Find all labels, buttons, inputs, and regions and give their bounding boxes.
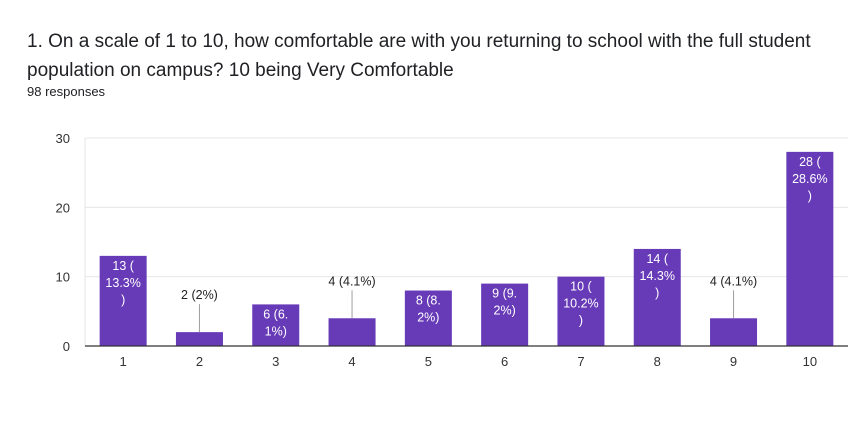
data-label: 28.6% bbox=[792, 172, 827, 186]
data-label: 13 ( bbox=[112, 259, 134, 273]
gridlines bbox=[84, 137, 848, 346]
data-label: 14 ( bbox=[646, 252, 668, 266]
data-label: ) bbox=[655, 286, 659, 300]
bar bbox=[710, 318, 758, 346]
x-tick-label: 5 bbox=[425, 354, 432, 369]
data-label: 13.3% bbox=[105, 276, 140, 290]
bar bbox=[252, 304, 300, 346]
question-title: 1. On a scale of 1 to 10, how comfortabl… bbox=[27, 31, 811, 81]
x-tick-label: 8 bbox=[654, 354, 661, 369]
data-label: ) bbox=[808, 189, 812, 203]
y-tick-label: 30 bbox=[56, 131, 70, 146]
x-tick-label: 2 bbox=[196, 354, 203, 369]
data-label: ) bbox=[121, 293, 125, 307]
x-tick-label: 7 bbox=[577, 354, 584, 369]
data-label: 6 (6. bbox=[263, 307, 288, 321]
y-tick-label: 20 bbox=[56, 200, 70, 215]
x-tick-label: 6 bbox=[501, 354, 508, 369]
bar bbox=[404, 290, 452, 346]
bar bbox=[481, 283, 529, 346]
data-label: 2%) bbox=[494, 304, 516, 318]
bars bbox=[99, 151, 834, 346]
bar bbox=[175, 332, 223, 346]
data-label: 8 (8. bbox=[416, 294, 441, 308]
bar bbox=[99, 255, 147, 346]
bar bbox=[557, 276, 605, 346]
data-label: 10 ( bbox=[570, 280, 592, 294]
data-label: 1%) bbox=[265, 324, 287, 338]
x-tick-label: 1 bbox=[120, 354, 127, 369]
data-label: 9 (9. bbox=[492, 287, 517, 301]
data-label: 10.2% bbox=[563, 297, 598, 311]
x-tick-label: 4 bbox=[348, 354, 355, 369]
data-label: 4 (4.1%) bbox=[328, 274, 375, 288]
bar bbox=[328, 318, 376, 346]
data-label: 2%) bbox=[417, 311, 439, 325]
data-labels: 13 ( 13.3%) 2 (2%) 6 (6. 1%) 4 (4.1%) 8 (8. 2%)… bbox=[105, 155, 827, 339]
data-label: 4 (4.1%) bbox=[710, 274, 757, 288]
bar bbox=[633, 248, 681, 346]
x-tick-label: 10 bbox=[803, 354, 817, 369]
axes: 0 10 20 30 1 2 3 4 5 6 7 8 9 10 bbox=[56, 131, 848, 369]
x-tick-label: 9 bbox=[730, 354, 737, 369]
data-label: 2 (2%) bbox=[181, 288, 218, 302]
data-label: ) bbox=[579, 314, 583, 328]
y-tick-label: 0 bbox=[63, 339, 70, 354]
data-label: 28 ( bbox=[799, 155, 821, 169]
response-count: 98 responses bbox=[27, 84, 106, 99]
bar bbox=[786, 151, 834, 346]
y-tick-label: 10 bbox=[56, 270, 70, 285]
data-label: 14.3% bbox=[640, 269, 675, 283]
x-tick-label: 3 bbox=[272, 354, 279, 369]
